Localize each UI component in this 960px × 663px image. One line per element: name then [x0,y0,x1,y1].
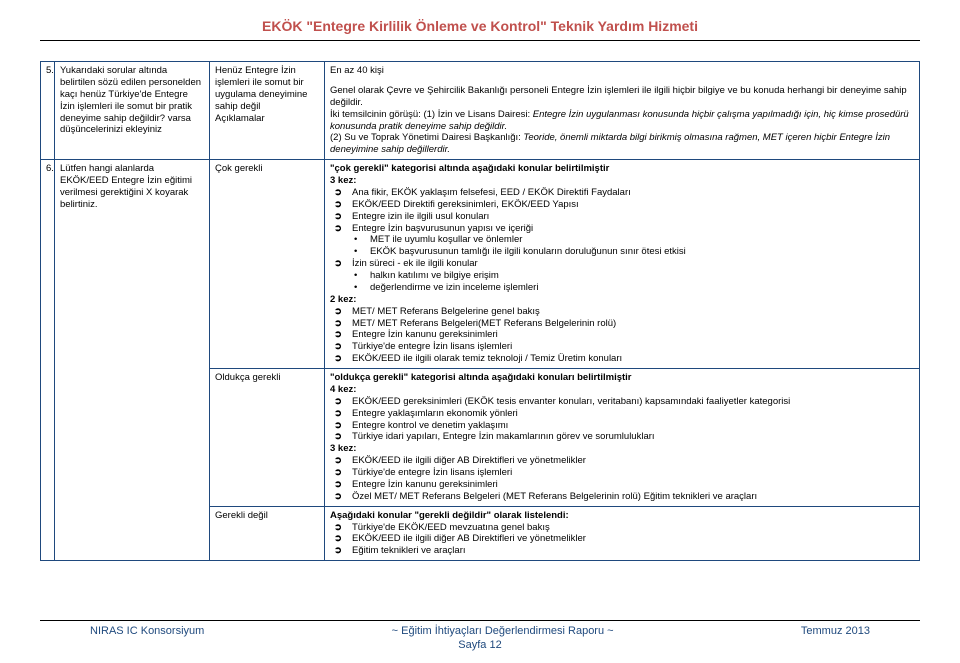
answer-subcount: 3 kez: [330,175,914,187]
bullet-list: MET ile uyumlu koşullar ve önlemler EKÖK… [330,234,914,258]
list-item: Entegre izin ile ilgili usul konuları [330,211,914,223]
list-item: Özel MET/ MET Referans Belgeleri (MET Re… [330,491,914,503]
arrow-list: İzin süreci - ek ile ilgili konular [330,258,914,270]
list-item: Entegre yaklaşımların ekonomik yönleri [330,408,914,420]
row-number: 5. [41,62,55,160]
page-footer: NIRAS IC Konsorsiyum ~ Eğitim İhtiyaçlar… [40,620,920,651]
content-table: 5. Yukarıdaki sorular altında belirtilen… [40,61,920,561]
answer-para: İki temsilcinin görüşü: (1) İzin ve Lisa… [330,109,914,133]
answer-heading: "oldukça gerekli" kategorisi altında aşa… [330,372,914,384]
list-item: halkın katılımı ve bilgiye erişim [330,270,914,282]
list-item: MET ile uyumlu koşullar ve önlemler [330,234,914,246]
question-cell: Lütfen hangi alanlarda EKÖK/EED Entegre … [55,160,210,561]
table-row: 5. Yukarıdaki sorular altında belirtilen… [41,62,920,160]
answer-subcount: 2 kez: [330,294,914,306]
list-item: MET/ MET Referans Belgelerine genel bakı… [330,306,914,318]
list-item: değerlendirme ve izin inceleme işlemleri [330,282,914,294]
arrow-list: EKÖK/EED ile ilgili diğer AB Direktifler… [330,455,914,503]
answer-cell: "oldukça gerekli" kategorisi altında aşa… [325,369,920,507]
list-item: Türkiye'de entegre İzin lisans işlemleri [330,341,914,353]
header-divider [40,40,920,41]
list-item: Entegre İzin kanunu gereksinimleri [330,479,914,491]
answer-heading: "çok gerekli" kategorisi altında aşağıda… [330,163,914,175]
list-item: Türkiye'de entegre İzin lisans işlemleri [330,467,914,479]
answer-para: Genel olarak Çevre ve Şehircilik Bakanlı… [330,85,914,109]
option-cell: Gerekli değil [210,506,325,561]
list-item: EKÖK/EED ile ilgili olarak temiz teknolo… [330,353,914,365]
footer-divider [40,620,920,621]
list-item: MET/ MET Referans Belgeleri(MET Referans… [330,318,914,330]
answer-subcount: 4 kez: [330,384,914,396]
answer-para: (2) Su ve Toprak Yönetimi Dairesi Başkan… [330,132,914,156]
footer-center: ~ Eğitim İhtiyaçları Değerlendirmesi Rap… [392,625,614,637]
list-item: Türkiye idari yapıları, Entegre İzin mak… [330,431,914,443]
question-cell: Yukarıdaki sorular altında belirtilen sö… [55,62,210,160]
answer-cell: "çok gerekli" kategorisi altında aşağıda… [325,160,920,369]
answer-subcount: 3 kez: [330,443,914,455]
page-title: EKÖK "Entegre Kirlilik Önleme ve Kontrol… [40,18,920,40]
footer-left: NIRAS IC Konsorsiyum [90,625,204,637]
list-item: Türkiye'de EKÖK/EED mevzuatına genel bak… [330,522,914,534]
list-item: Entegre kontrol ve denetim yaklaşımı [330,420,914,432]
option-cell: Çok gerekli [210,160,325,369]
list-item: Ana fikir, EKÖK yaklaşım felsefesi, EED … [330,187,914,199]
arrow-list: Ana fikir, EKÖK yaklaşım felsefesi, EED … [330,187,914,235]
list-item: Entegre İzin kanunu gereksinimleri [330,329,914,341]
footer-right: Temmuz 2013 [801,625,870,637]
list-item: Eğitim teknikleri ve araçları [330,545,914,557]
list-item: EKÖK/EED ile ilgili diğer AB Direktifler… [330,533,914,545]
bullet-list: halkın katılımı ve bilgiye erişim değerl… [330,270,914,294]
answer-cell: En az 40 kişi Genel olarak Çevre ve Şehi… [325,62,920,160]
footer-page-number: Sayfa 12 [40,639,920,651]
arrow-list: Türkiye'de EKÖK/EED mevzuatına genel bak… [330,522,914,558]
list-item: EKÖK/EED gereksinimleri (EKÖK tesis enva… [330,396,914,408]
arrow-list: EKÖK/EED gereksinimleri (EKÖK tesis enva… [330,396,914,444]
option-cell: Henüz Entegre İzin işlemleri ile somut b… [210,62,325,160]
list-item: EKÖK başvurusunun tamlığı ile ilgili kon… [330,246,914,258]
list-item: Entegre İzin başvurusunun yapısı ve içer… [330,223,914,235]
option-cell: Oldukça gerekli [210,369,325,507]
answer-cell: Aşağıdaki konular "gerekli değildir" ola… [325,506,920,561]
arrow-list: MET/ MET Referans Belgelerine genel bakı… [330,306,914,365]
table-row: 6. Lütfen hangi alanlarda EKÖK/EED Enteg… [41,160,920,369]
list-item: İzin süreci - ek ile ilgili konular [330,258,914,270]
list-item: EKÖK/EED Direktifi gereksinimleri, EKÖK/… [330,199,914,211]
row-number: 6. [41,160,55,561]
list-item: EKÖK/EED ile ilgili diğer AB Direktifler… [330,455,914,467]
answer-heading: Aşağıdaki konular "gerekli değildir" ola… [330,510,914,522]
answer-lead: En az 40 kişi [330,65,914,77]
